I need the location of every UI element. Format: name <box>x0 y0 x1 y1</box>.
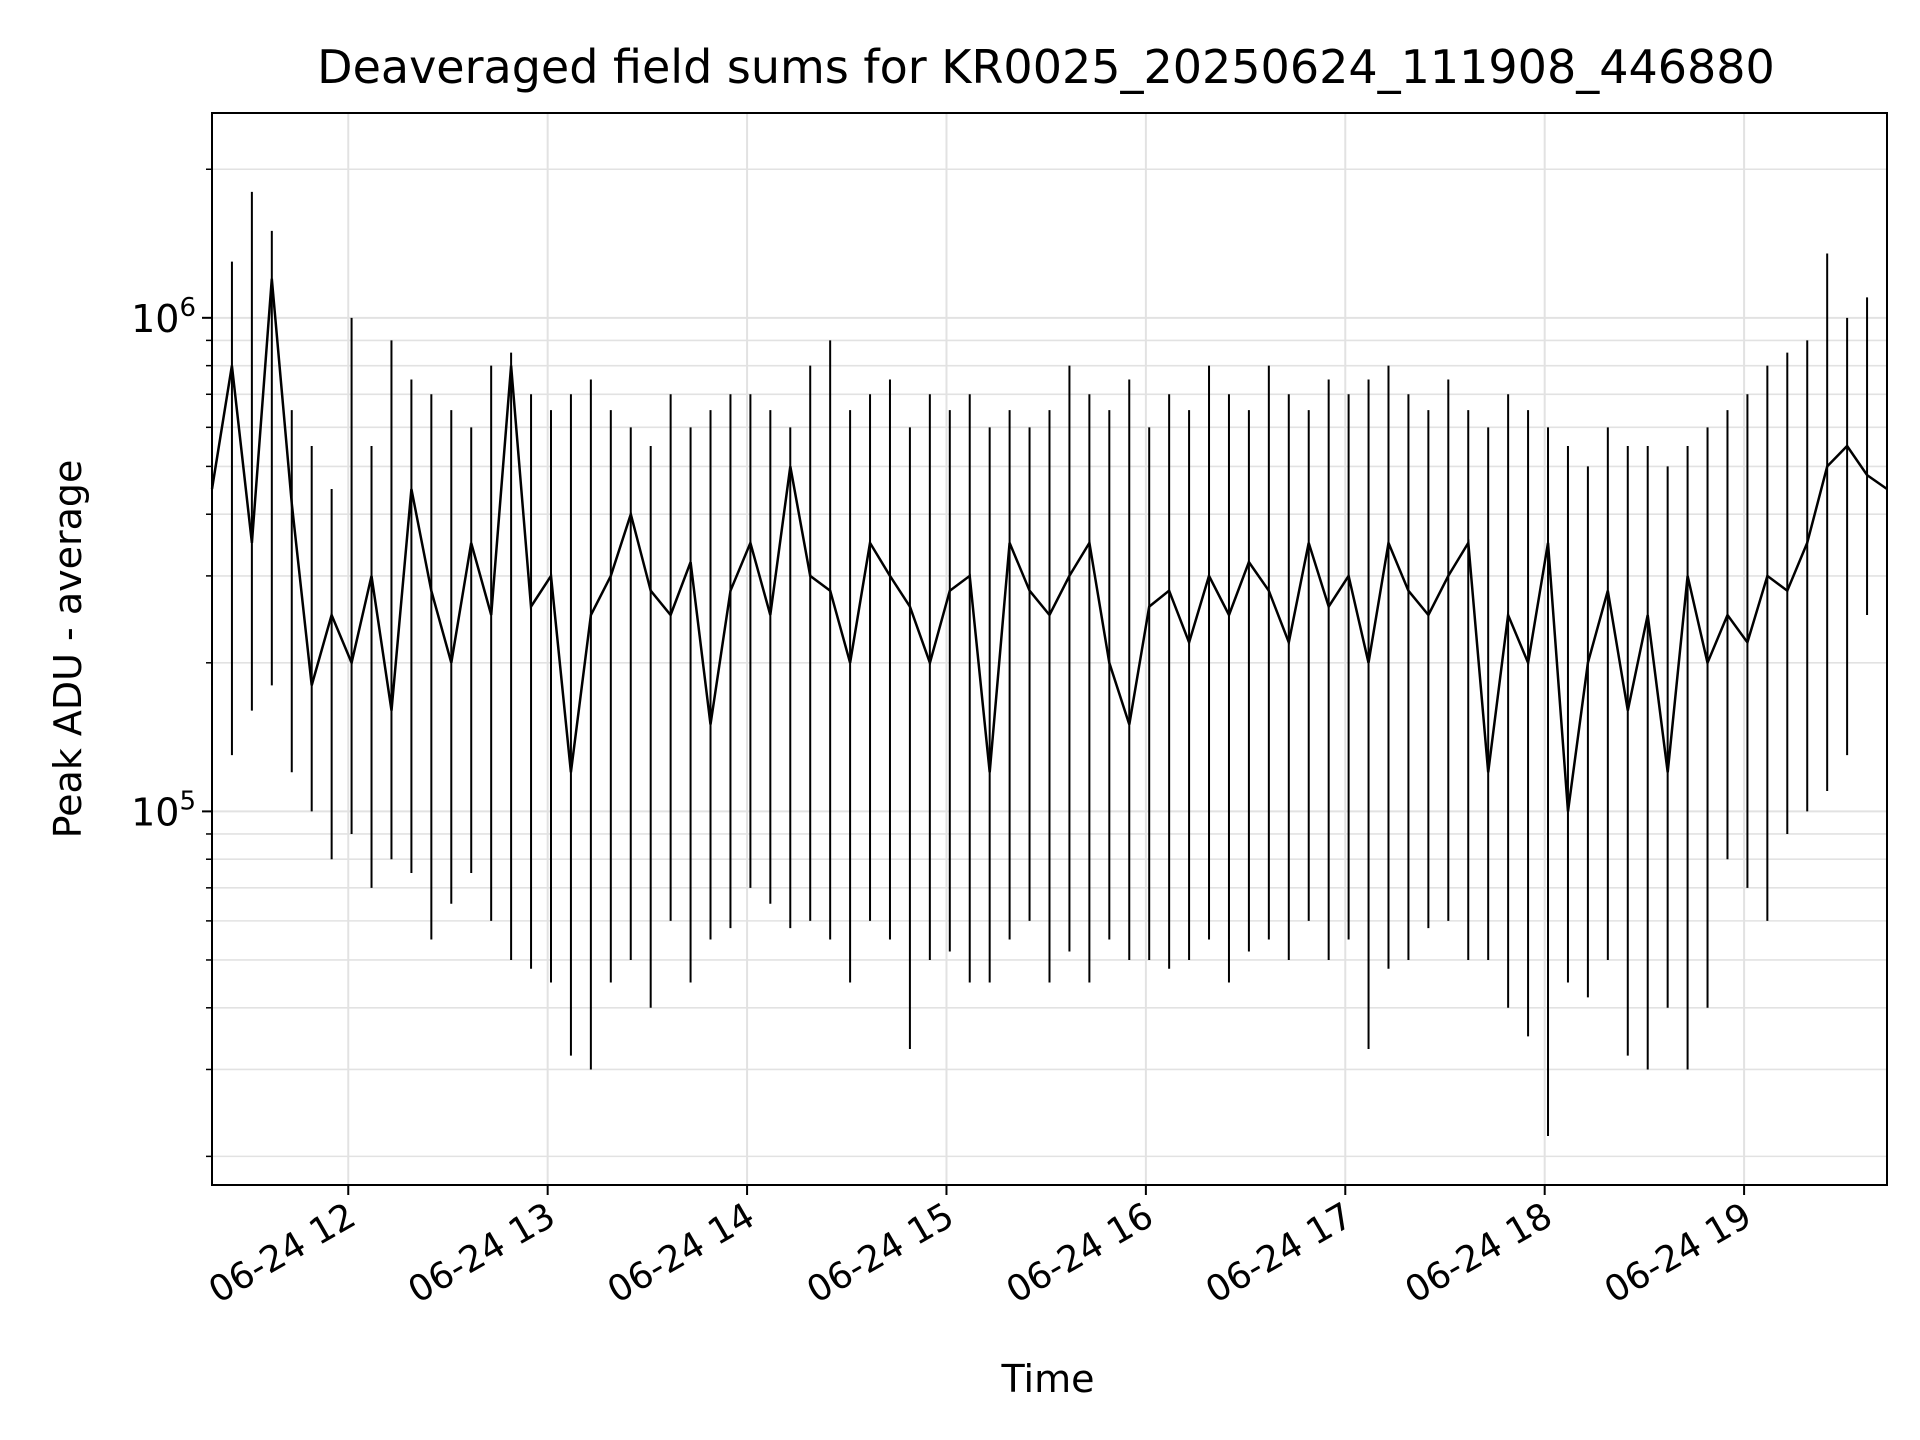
y-axis: 105 106 <box>131 168 212 1158</box>
plot-area <box>210 112 1888 1186</box>
chart-title: Deaveraged field sums for KR0025_2025062… <box>317 40 1775 94</box>
data-series <box>210 148 1888 1136</box>
x-axis-label: Time <box>1001 1357 1095 1401</box>
y-tick-label: 106 <box>131 293 196 341</box>
series-line <box>210 278 1888 812</box>
y-axis-label: Peak ADU - average <box>46 460 90 839</box>
y-tick-label: 105 <box>131 786 196 834</box>
plot-frame <box>211 112 1888 1186</box>
